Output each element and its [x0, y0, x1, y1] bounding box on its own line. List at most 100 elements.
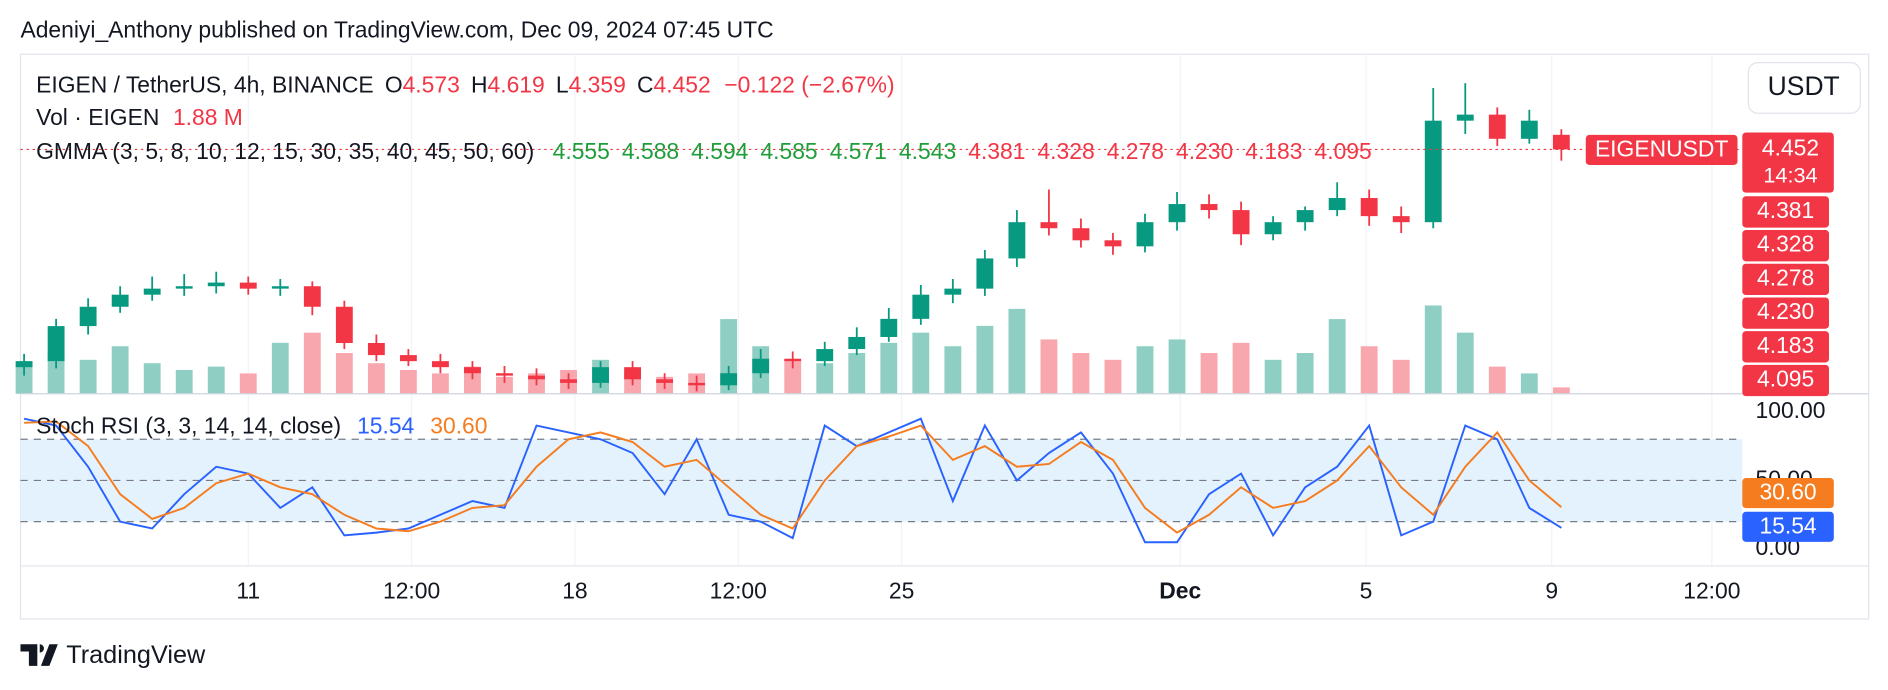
- stoch-title: Stoch RSI (3, 3, 14, 14, close): [36, 413, 341, 439]
- x-tick-label: 9: [1545, 577, 1558, 603]
- candle-body: [1456, 114, 1474, 121]
- candle-body: [1200, 204, 1218, 211]
- candle-body: [976, 258, 994, 289]
- volume-bar: [816, 363, 834, 394]
- gmma-tag-bg: [1742, 263, 1829, 296]
- candle-body: [1232, 210, 1250, 235]
- volume-bar: [1232, 342, 1250, 394]
- volume-bar: [1200, 353, 1218, 394]
- volume-bar: [143, 363, 161, 394]
- candle-body: [79, 306, 97, 327]
- candle-body: [752, 358, 770, 374]
- gmma-value: 4.543: [899, 138, 956, 164]
- volume-bar: [464, 366, 481, 394]
- volume-bar: [1360, 346, 1378, 394]
- gmma-tag: 4.328: [1757, 231, 1814, 257]
- gmma-value: 4.183: [1245, 138, 1302, 164]
- candle-body: [271, 286, 289, 289]
- candle-body: [688, 382, 706, 386]
- volume-bar: [1040, 339, 1058, 394]
- symbol-tag-bg: [1585, 134, 1738, 165]
- volume-bar: [239, 373, 257, 394]
- ohlc-value: 4.359: [569, 72, 626, 98]
- volume-value: 1.88 M: [173, 104, 243, 130]
- volume-bar: [271, 342, 289, 394]
- candle-body: [1136, 222, 1154, 247]
- legend-gmma: GMMA (3, 5, 8, 10, 12, 15, 30, 35, 40, 4…: [36, 138, 1372, 164]
- candle-body: [880, 318, 898, 337]
- x-tick-label: 5: [1360, 577, 1373, 603]
- gmma-value: 4.571: [830, 138, 887, 164]
- gmma-value: 4.594: [691, 138, 748, 164]
- y-tick-label: 100.00: [1756, 397, 1826, 423]
- volume-bar: [944, 346, 962, 394]
- volume-bar: [399, 369, 417, 394]
- gmma-value: 4.095: [1315, 138, 1372, 164]
- x-tick-label: 12:00: [383, 577, 440, 603]
- volume-bar: [880, 342, 898, 394]
- ohlc-value: 4.619: [488, 72, 545, 98]
- candle-body: [1008, 222, 1026, 259]
- candle-body: [399, 355, 417, 362]
- volume-bar: [1136, 346, 1154, 394]
- logo: [20, 644, 58, 666]
- candle-body: [720, 373, 738, 386]
- volume-bar: [1072, 353, 1090, 394]
- gmma-value: 4.381: [968, 138, 1025, 164]
- gmma-tag-bg: [1742, 364, 1829, 397]
- volume-bar: [1328, 319, 1346, 394]
- stoch-line: [23, 417, 1562, 544]
- gmma-tag-bg: [1742, 230, 1829, 262]
- price-tag: 4.452: [1762, 134, 1819, 160]
- logo-mark: [20, 644, 58, 666]
- volume-bar: [367, 363, 385, 394]
- x-tick-label: 12:00: [710, 577, 767, 603]
- volume-bar: [784, 359, 802, 394]
- volume-bar: [79, 359, 97, 394]
- volume-bar: [1168, 339, 1186, 394]
- change: −0.122 (−2.67%): [724, 72, 894, 98]
- ohlc-value: 4.573: [403, 72, 460, 98]
- candle-body: [1072, 228, 1090, 241]
- gmma-label: GMMA (3, 5, 8, 10, 12, 15, 30, 35, 40, 4…: [36, 138, 534, 164]
- gmma-tag-bg: [1742, 297, 1829, 329]
- stoch-k-value: 15.54: [357, 413, 414, 439]
- candle-body: [464, 367, 481, 374]
- candle-body: [1520, 120, 1538, 139]
- candle-body: [239, 282, 257, 289]
- volume-bar: [1456, 332, 1474, 394]
- candle-body: [624, 367, 642, 380]
- gmma-tag: 4.095: [1757, 366, 1814, 392]
- volume-bar: [303, 332, 321, 394]
- stoch-tag: 30.60: [1759, 479, 1816, 505]
- volume-bar: [848, 353, 866, 394]
- candle-body: [1328, 198, 1346, 211]
- gmma-tag: 4.278: [1757, 264, 1814, 290]
- candle-body: [1424, 120, 1442, 223]
- candle-body: [1040, 222, 1058, 229]
- stoch-tag-bg: [1742, 478, 1834, 509]
- x-tick-label: 12:00: [1683, 577, 1740, 603]
- candle-body: [1488, 114, 1506, 139]
- gmma-value: 4.588: [622, 138, 679, 164]
- x-tick-label: 11: [236, 577, 260, 603]
- ohlc-value: 4.452: [654, 72, 711, 98]
- currency-button-text[interactable]: USDT: [1768, 71, 1840, 101]
- candle-body: [1552, 134, 1570, 150]
- candle-body: [367, 343, 385, 356]
- candle-body: [335, 306, 353, 344]
- gmma-tag: 4.183: [1757, 332, 1814, 358]
- candle-body: [656, 379, 674, 383]
- ohlc-label: H: [471, 72, 488, 98]
- volume-bar: [111, 346, 129, 394]
- x-tick-label: 18: [562, 577, 587, 603]
- gmma-tag-bg: [1742, 331, 1829, 363]
- candle-body: [560, 379, 577, 383]
- legend-main: EIGEN / TetherUS, 4h, BINANCE O4.573 H4.…: [36, 72, 895, 98]
- volume-bar: [15, 366, 33, 394]
- candle-body: [1264, 222, 1282, 235]
- frame: [19, 53, 1870, 620]
- candle-body: [175, 286, 193, 289]
- currency-button[interactable]: [1747, 62, 1861, 114]
